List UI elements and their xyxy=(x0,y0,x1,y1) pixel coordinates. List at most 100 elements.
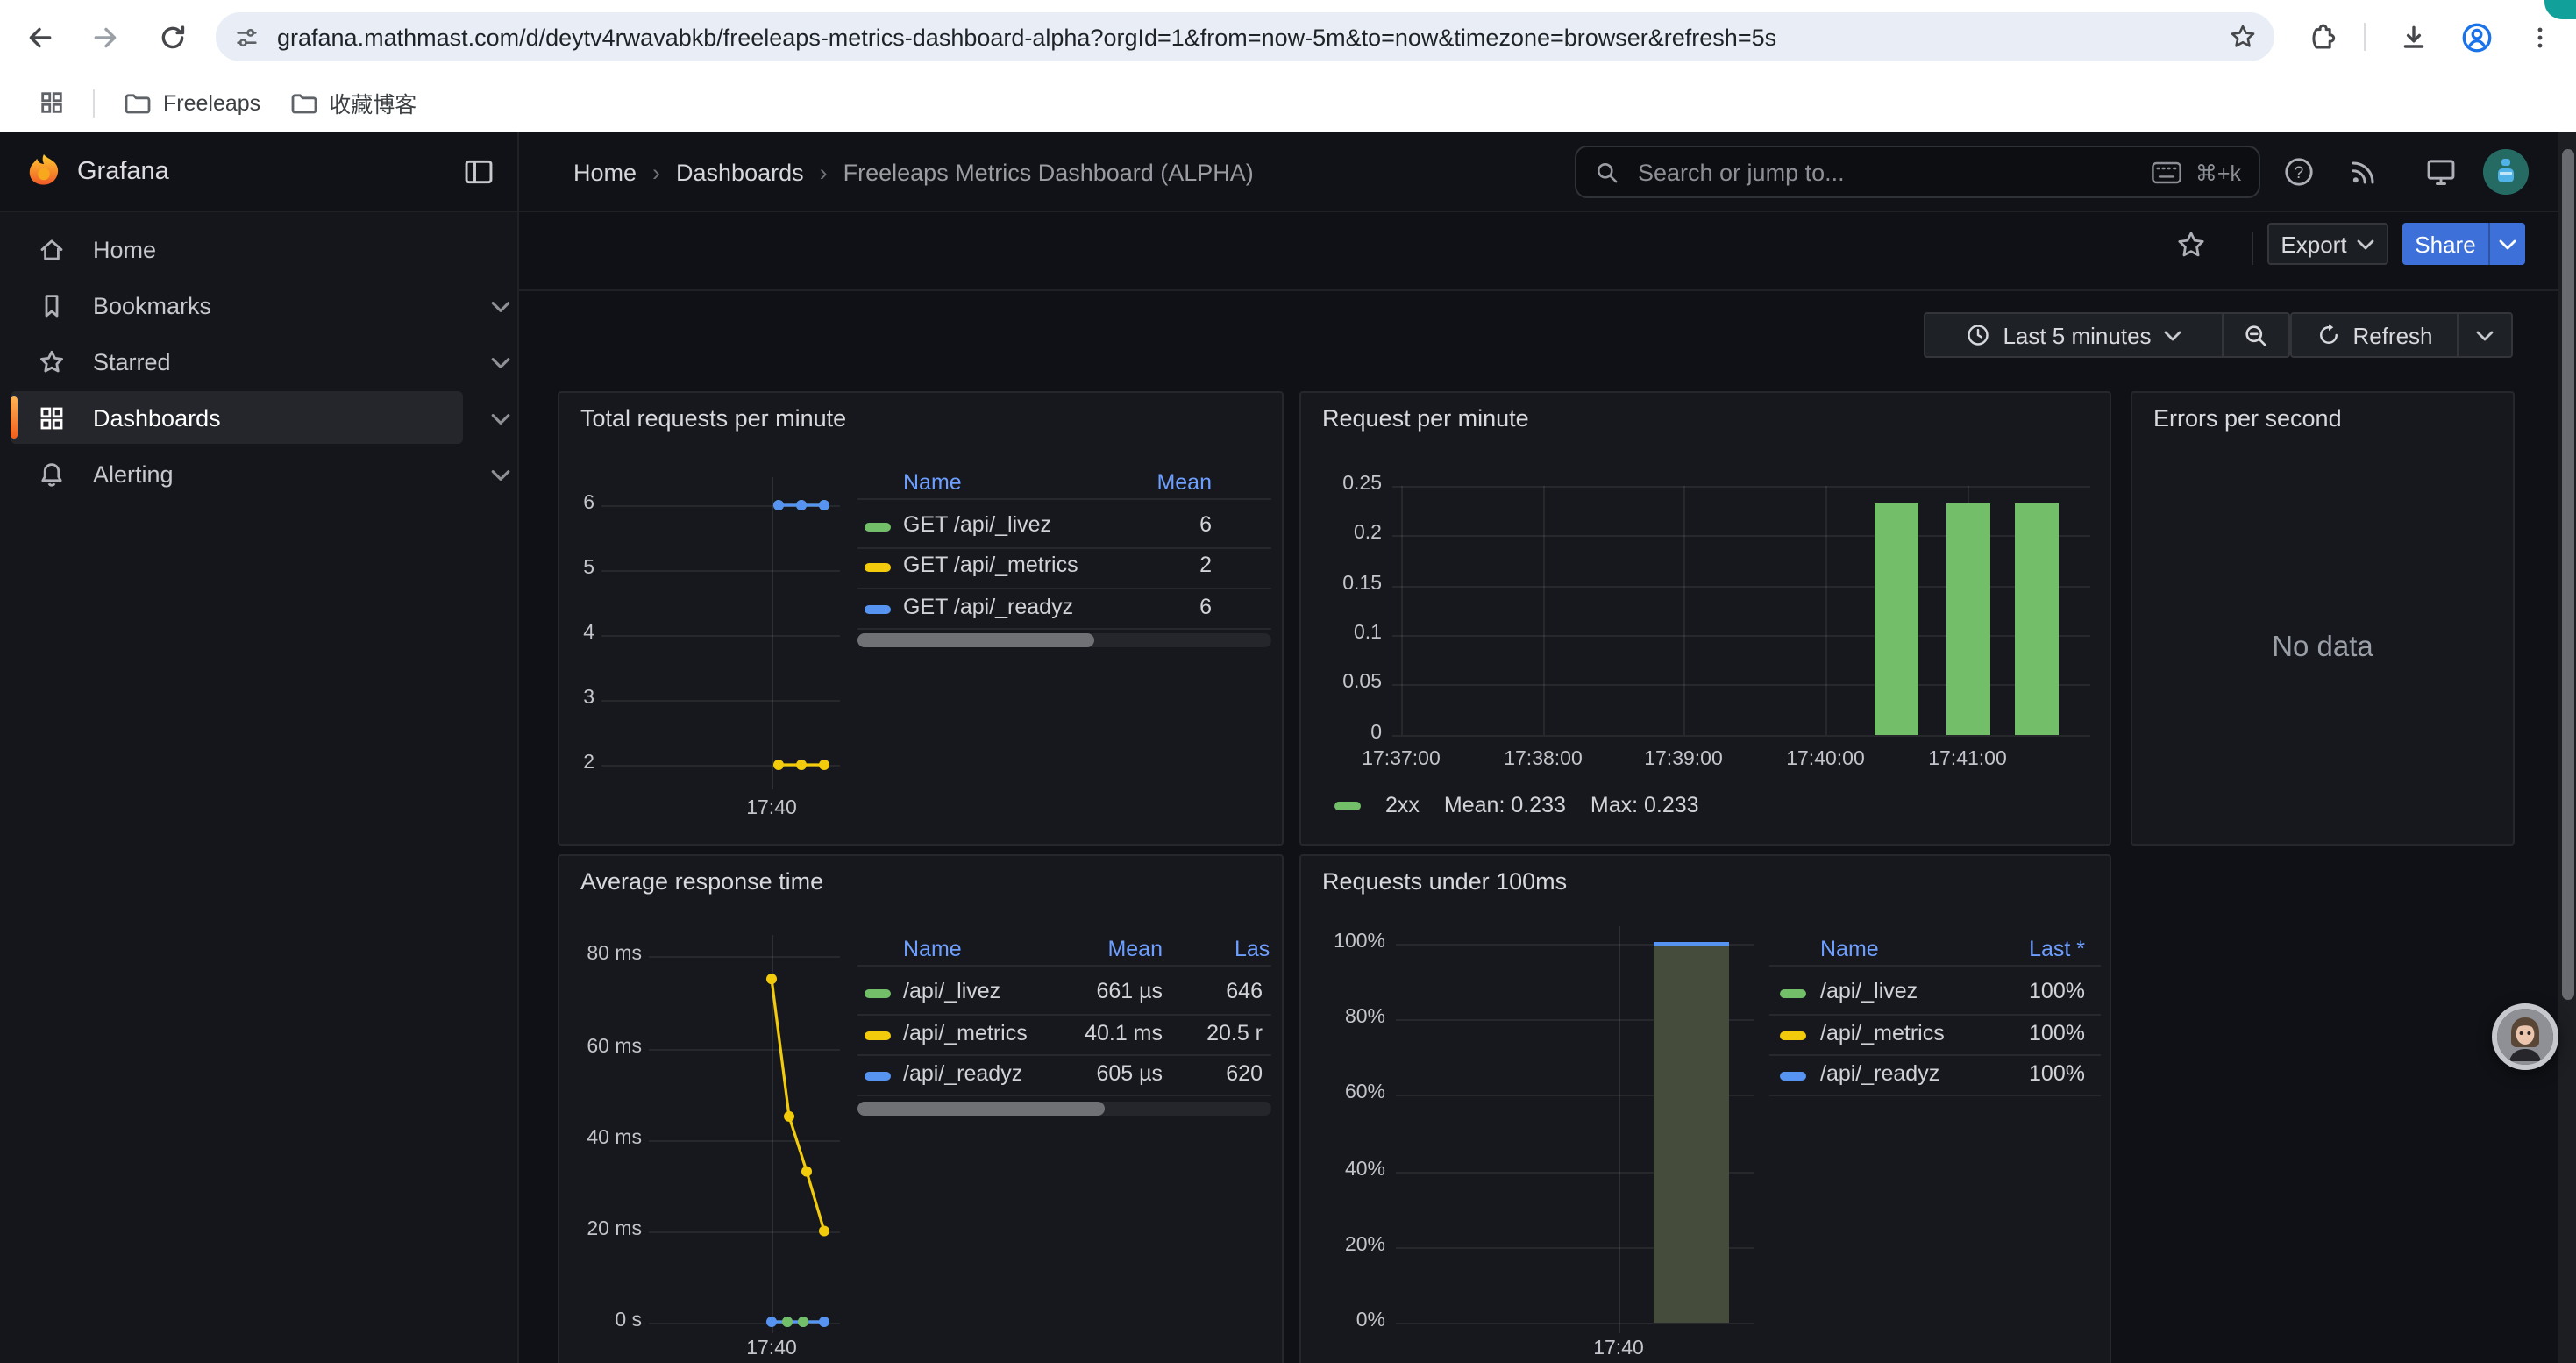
legend-column-header[interactable]: Mean xyxy=(1156,470,1212,495)
news-button[interactable] xyxy=(2350,158,2378,186)
grafana-logo[interactable] xyxy=(23,151,65,193)
extensions-button[interactable] xyxy=(2301,18,2339,56)
refresh-interval-dropdown[interactable] xyxy=(2457,314,2511,356)
export-button[interactable]: Export xyxy=(2267,223,2388,265)
mega-menu-toggle[interactable] xyxy=(463,156,495,188)
data-point xyxy=(801,1167,812,1177)
kebab-menu-icon xyxy=(2526,24,2552,50)
data-point xyxy=(819,500,829,510)
page-scrollbar-thumb[interactable] xyxy=(2561,149,2573,1000)
nav-divider xyxy=(517,132,519,1363)
legend-series-name[interactable]: GET /api/_metrics xyxy=(903,553,1078,577)
screen-share-button[interactable] xyxy=(2425,156,2457,188)
legend-divider xyxy=(1769,1054,2101,1056)
help-icon: ? xyxy=(2283,156,2315,188)
legend-mean: Mean: 0.233 xyxy=(1444,793,1566,817)
legend-value: 2 xyxy=(1199,553,1212,577)
help-button[interactable]: ? xyxy=(2283,156,2315,188)
refresh-button[interactable]: Refresh xyxy=(2292,314,2457,356)
legend-divider xyxy=(857,628,1271,630)
chevron-down-icon xyxy=(2476,329,2494,341)
no-data-message: No data xyxy=(2132,632,2513,665)
legend-column-header[interactable]: Las xyxy=(1235,937,1270,961)
legend-series-name[interactable]: /api/_metrics xyxy=(903,1021,1028,1045)
assistant-avatar[interactable] xyxy=(2492,1003,2558,1070)
legend-column-header[interactable]: Name xyxy=(1820,937,1879,961)
site-settings-icon[interactable] xyxy=(233,24,260,50)
legend-divider xyxy=(1769,1014,2101,1016)
panel-title[interactable]: Errors per second xyxy=(2153,405,2342,432)
search-shortcut: ⌘+k xyxy=(2195,159,2241,185)
legend-series-name[interactable]: /api/_metrics xyxy=(1820,1021,1945,1045)
breadcrumb-home[interactable]: Home xyxy=(573,159,637,185)
url-input[interactable] xyxy=(274,22,2215,52)
sidebar-item-starred[interactable]: Starred xyxy=(11,335,463,388)
sidebar-item-home[interactable]: Home xyxy=(11,223,463,275)
sidebar-item-label: Bookmarks xyxy=(93,292,211,318)
legend-series-name[interactable]: GET /api/_livez xyxy=(903,512,1051,537)
chevron-down-icon[interactable] xyxy=(491,467,510,482)
series-pill xyxy=(1334,801,1361,810)
downloads-button[interactable] xyxy=(2394,18,2432,56)
share-dropdown-button[interactable] xyxy=(2488,223,2525,265)
chevron-down-icon[interactable] xyxy=(491,299,510,313)
data-point xyxy=(773,760,784,770)
back-button[interactable] xyxy=(19,18,58,56)
legend-series-name[interactable]: /api/_readyz xyxy=(903,1061,1022,1086)
zoom-out-button[interactable] xyxy=(2222,314,2288,356)
data-point xyxy=(796,760,807,770)
legend-scrollbar-thumb[interactable] xyxy=(857,633,1094,647)
legend-column-header[interactable]: Last * xyxy=(2029,937,2085,961)
line-chart xyxy=(559,393,1284,846)
y-axis-label: 40% xyxy=(1301,1160,1385,1181)
grid-line-h xyxy=(1396,1323,1754,1324)
series-pill xyxy=(865,988,891,997)
y-axis-label: 0.1 xyxy=(1301,623,1382,644)
legend-series-name[interactable]: /api/_livez xyxy=(903,979,1000,1003)
breadcrumb-dashboards[interactable]: Dashboards xyxy=(676,159,804,185)
legend-series-name[interactable]: GET /api/_readyz xyxy=(903,595,1073,619)
apps-grid-icon[interactable] xyxy=(39,89,65,116)
address-bar[interactable] xyxy=(216,12,2274,61)
search-box[interactable]: ⌘+k xyxy=(1575,146,2260,198)
bookmark-folder-blogs[interactable]: 收藏博客 xyxy=(288,86,416,119)
panel-title[interactable]: Request per minute xyxy=(1322,405,1529,432)
legend-value: 646 xyxy=(1226,979,1263,1003)
favorite-star-button[interactable] xyxy=(2176,230,2206,260)
sidebar-item-bookmarks[interactable]: Bookmarks xyxy=(11,279,463,332)
x-axis-label: 17:40:00 xyxy=(1766,749,1885,770)
bar-2xx xyxy=(1946,503,1989,735)
time-range-picker[interactable]: Last 5 minutes xyxy=(1925,314,2222,356)
legend-series-name[interactable]: 2xx xyxy=(1385,793,1420,817)
share-button[interactable]: Share xyxy=(2402,223,2488,265)
legend-column-header[interactable]: Mean xyxy=(1107,937,1163,961)
legend-column-header[interactable]: Name xyxy=(903,937,962,961)
data-point xyxy=(782,1317,793,1327)
legend-series-name[interactable]: /api/_livez xyxy=(1820,979,1918,1003)
chevron-down-icon[interactable] xyxy=(491,355,510,369)
sidebar-item-alerting[interactable]: Alerting xyxy=(11,447,463,500)
series-pill xyxy=(1780,1031,1806,1039)
legend-value: 620 xyxy=(1226,1061,1263,1086)
bookmark-star-icon[interactable] xyxy=(2229,23,2257,51)
folder-icon xyxy=(288,89,317,117)
legend-divider xyxy=(857,588,1271,589)
search-input[interactable] xyxy=(1634,157,2138,187)
browser-menu-button[interactable] xyxy=(2520,18,2558,56)
legend-scrollbar-thumb[interactable] xyxy=(857,1102,1105,1116)
sidebar-item-dashboards[interactable]: Dashboards xyxy=(11,391,463,444)
reload-button[interactable] xyxy=(153,18,191,56)
legend-value: 6 xyxy=(1199,512,1212,537)
user-avatar[interactable] xyxy=(2483,149,2529,195)
forward-button[interactable] xyxy=(86,18,125,56)
profile-button[interactable] xyxy=(2457,18,2495,56)
y-axis-label: 0.25 xyxy=(1301,474,1382,495)
legend-series-name[interactable]: /api/_readyz xyxy=(1820,1061,1939,1086)
legend-column-header[interactable]: Name xyxy=(903,470,962,495)
panel-title[interactable]: Requests under 100ms xyxy=(1322,868,1567,895)
series-pill xyxy=(865,562,891,571)
x-axis-label: 17:41:00 xyxy=(1908,749,2027,770)
bookmark-folder-freeleaps[interactable]: Freeleaps xyxy=(123,89,260,117)
chevron-down-icon[interactable] xyxy=(491,411,510,425)
share-label: Share xyxy=(2415,231,2475,257)
